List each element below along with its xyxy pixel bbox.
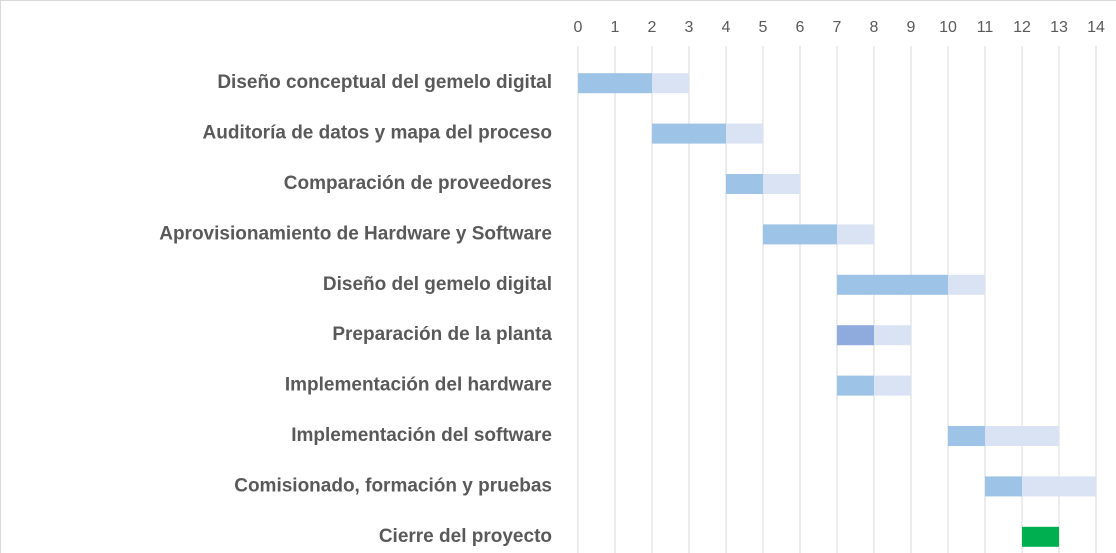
offset-segment (578, 376, 837, 396)
bar-segment (985, 426, 1059, 446)
bar-segment (948, 426, 985, 446)
bar-segment (874, 375, 911, 396)
category-label: Comparación de proveedores (284, 173, 552, 194)
x-tick-label: 9 (907, 19, 916, 36)
category-label: Diseño conceptual del gemelo digital (217, 72, 552, 93)
offset-segment (578, 224, 763, 244)
bar-segment (726, 123, 763, 144)
x-tick-label: 7 (833, 19, 842, 36)
bar-segment (578, 73, 652, 94)
bar-segment (837, 325, 874, 346)
bar-segment (837, 375, 874, 396)
x-tick-label: 5 (759, 19, 768, 36)
bar-segment (874, 325, 911, 346)
offset-segment (578, 476, 985, 496)
x-tick-label: 12 (1013, 19, 1031, 36)
bar-segment (948, 274, 985, 295)
x-tick-label: 13 (1050, 19, 1068, 36)
bar-segment (1022, 476, 1096, 497)
x-tick-label: 0 (574, 19, 583, 36)
category-label: Implementación del hardware (285, 375, 552, 396)
x-tick-label: 11 (977, 19, 994, 36)
x-tick-label: 3 (685, 19, 694, 36)
bar-segment (652, 123, 726, 144)
bar-segment (726, 174, 763, 194)
bar-segment (763, 224, 837, 245)
category-label: Diseño del gemelo digital (323, 274, 552, 295)
x-tick-label: 8 (870, 19, 879, 36)
x-tick-label: 10 (939, 19, 957, 36)
bar-segment (1022, 526, 1059, 547)
x-tick-label: 6 (796, 19, 805, 36)
category-label: Auditoría de datos y mapa del proceso (203, 123, 552, 144)
category-label: Preparación de la planta (332, 324, 552, 345)
category-label: Comisionado, formación y pruebas (234, 475, 552, 496)
x-tick-label: 14 (1087, 19, 1105, 36)
bar-segment (652, 73, 689, 94)
bar-segment (763, 174, 800, 194)
bar-segment (837, 274, 948, 295)
x-tick-label: 4 (722, 19, 731, 36)
offset-segment (578, 275, 837, 295)
category-label: Implementación del software (291, 425, 552, 446)
category-label: Aprovisionamiento de Hardware y Software (159, 223, 552, 244)
bar-segment (985, 476, 1022, 497)
x-tick-label: 2 (648, 19, 657, 36)
x-tick-label: 1 (611, 19, 620, 36)
bar-segment (837, 224, 874, 245)
offset-segment (578, 325, 837, 345)
category-label: Cierre del proyecto (379, 526, 552, 547)
